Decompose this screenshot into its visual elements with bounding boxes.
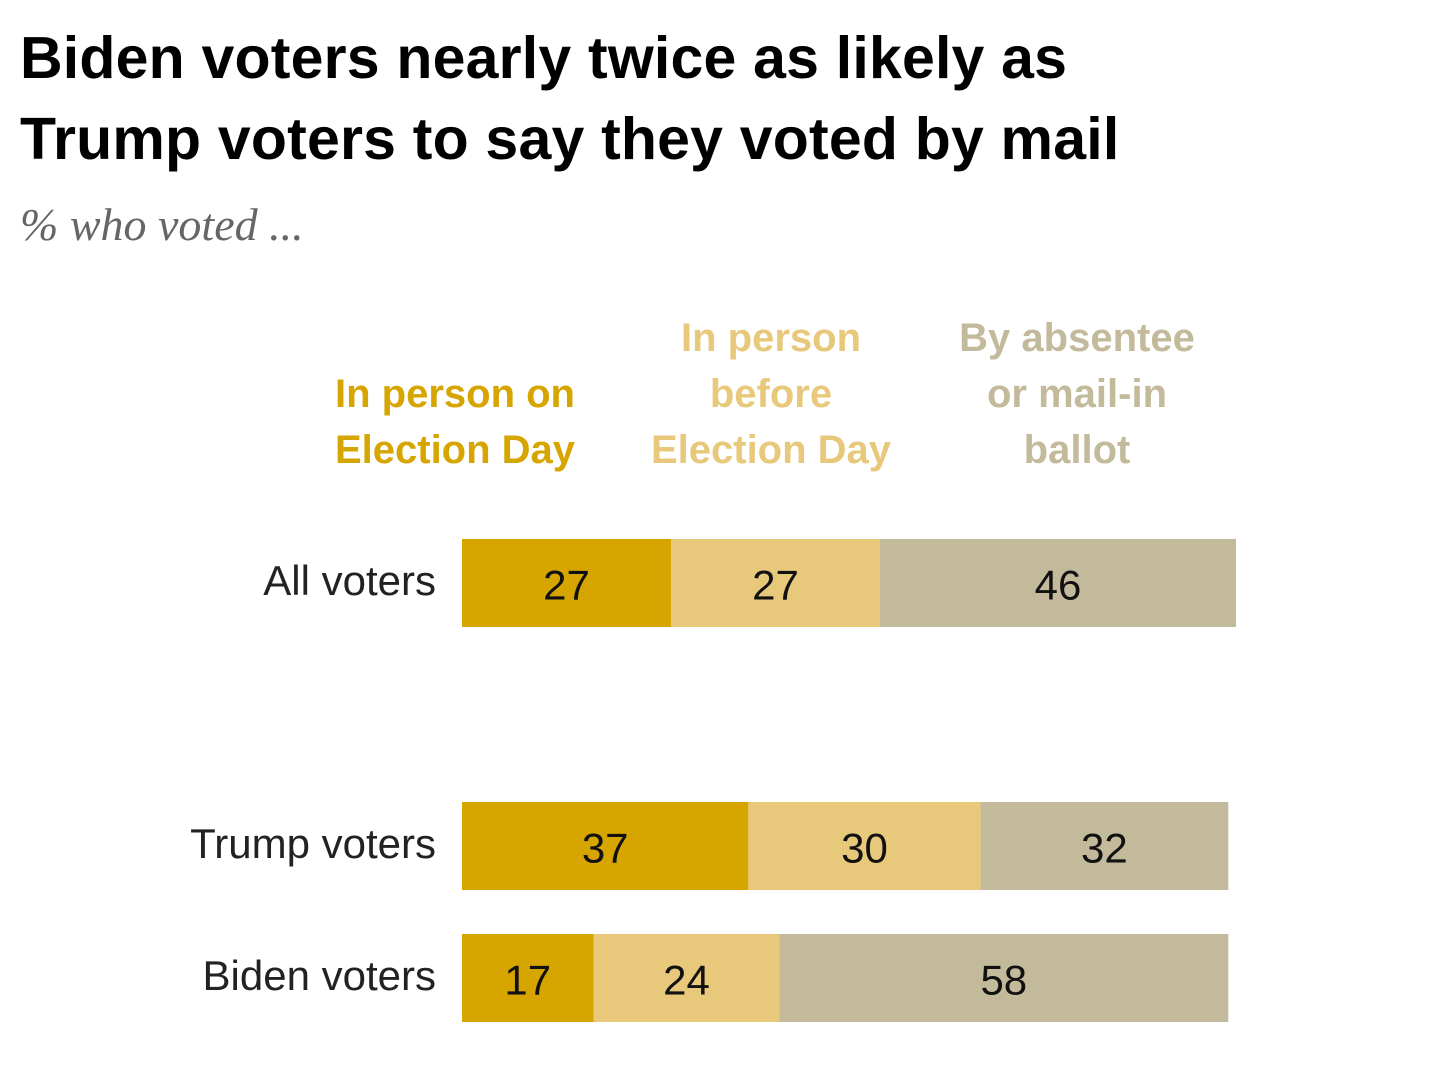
bar-segment (462, 539, 671, 627)
bar-segment (748, 802, 981, 890)
bar-segment (593, 934, 780, 1022)
data-label: 17 (504, 957, 551, 1004)
row-label-2: Biden voters (202, 952, 436, 999)
bar-segment (462, 934, 594, 1022)
row-label-0: All voters (263, 557, 436, 604)
chart-title: Biden voters nearly twice as likely as T… (20, 18, 1320, 180)
data-label: 46 (1035, 562, 1082, 609)
data-label: 27 (543, 562, 590, 609)
chart-title-line-2: Trump voters to say they voted by mail (20, 106, 1120, 172)
row-label-1: Trump voters (190, 820, 436, 867)
data-label: 32 (1081, 825, 1128, 872)
data-label: 58 (980, 957, 1027, 1004)
bar-row-1: 37 30 32 (462, 802, 1229, 890)
bar-row-0: 27 27 46 (462, 539, 1236, 627)
chart-title-line-1: Biden voters nearly twice as likely as (20, 25, 1068, 91)
chart-subtitle: % who voted ... (20, 199, 304, 250)
bar-segment (779, 934, 1229, 1022)
data-label: 27 (752, 562, 799, 609)
bar-row-2: 17 24 58 (462, 934, 1229, 1022)
legend-label-1: In person on Election Day (334, 372, 576, 472)
legend-label-3: By absentee or mail-in ballot (959, 316, 1195, 472)
legend-label-2: In person before Election Day (650, 316, 892, 472)
data-label: 37 (582, 825, 629, 872)
bar-segment (879, 539, 1236, 627)
data-label: 24 (663, 957, 710, 1004)
bar-segment (670, 539, 880, 627)
data-label: 30 (841, 825, 888, 872)
bar-segment (980, 802, 1229, 890)
bar-segment (462, 802, 749, 890)
